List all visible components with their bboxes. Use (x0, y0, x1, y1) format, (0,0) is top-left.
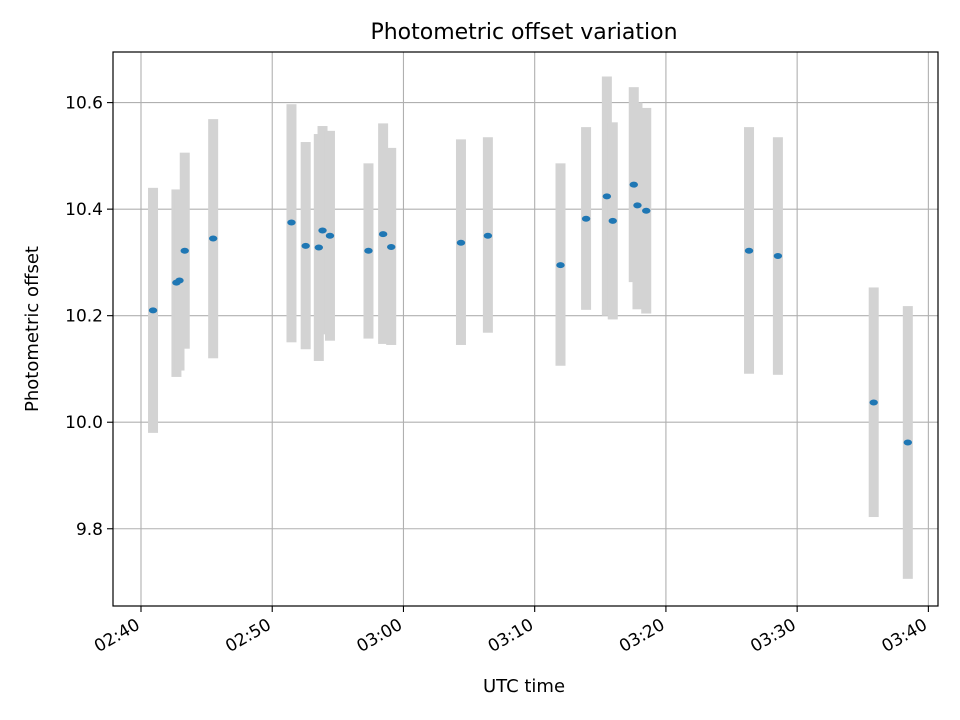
data-point (642, 207, 651, 214)
data-point (456, 239, 466, 246)
data-point (581, 215, 591, 222)
y-tick-label: 9.8 (76, 520, 103, 540)
data-point (387, 243, 396, 250)
data-markers (148, 181, 913, 446)
data-point (556, 262, 565, 269)
y-tick-label: 10.2 (65, 307, 103, 327)
data-point (483, 232, 493, 239)
data-point (148, 307, 158, 314)
data-point (364, 247, 373, 254)
chart-title: Photometric offset variation (370, 20, 677, 45)
y-axis-label: Photometric offset (22, 246, 43, 412)
y-tick-label: 10.4 (65, 200, 103, 220)
data-point (378, 231, 388, 238)
data-point (318, 227, 327, 234)
y-tick-label: 10.0 (65, 413, 103, 433)
data-point (903, 439, 913, 446)
data-point (175, 277, 184, 284)
data-point (301, 242, 310, 249)
y-axis-ticks: 9.8 10.0 10.2 10.4 10.6 (65, 94, 113, 540)
data-point (325, 232, 335, 239)
data-point (208, 235, 218, 242)
data-point (629, 181, 638, 188)
data-point (633, 202, 642, 209)
data-point (869, 399, 878, 406)
plot-frame (112, 51, 939, 607)
data-point (287, 219, 296, 226)
x-axis-label: UTC time (483, 676, 565, 697)
data-point (744, 247, 754, 254)
y-tick-label: 10.6 (65, 94, 103, 114)
grid (113, 52, 938, 606)
data-point (314, 244, 324, 251)
data-point (180, 247, 189, 254)
data-point (773, 253, 783, 260)
data-point (602, 193, 612, 200)
data-point (608, 217, 617, 224)
